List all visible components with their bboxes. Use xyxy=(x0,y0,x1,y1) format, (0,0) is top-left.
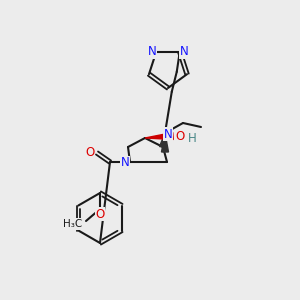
Text: H₃C: H₃C xyxy=(63,219,82,229)
Text: O: O xyxy=(176,130,184,142)
Polygon shape xyxy=(160,133,167,148)
Polygon shape xyxy=(161,133,169,152)
Text: O: O xyxy=(85,146,94,160)
Polygon shape xyxy=(145,133,173,140)
Text: N: N xyxy=(179,45,188,58)
Text: N: N xyxy=(148,45,157,58)
Text: O: O xyxy=(95,208,105,220)
Text: N: N xyxy=(164,128,172,140)
Text: N: N xyxy=(121,157,129,169)
Text: H: H xyxy=(188,133,196,146)
